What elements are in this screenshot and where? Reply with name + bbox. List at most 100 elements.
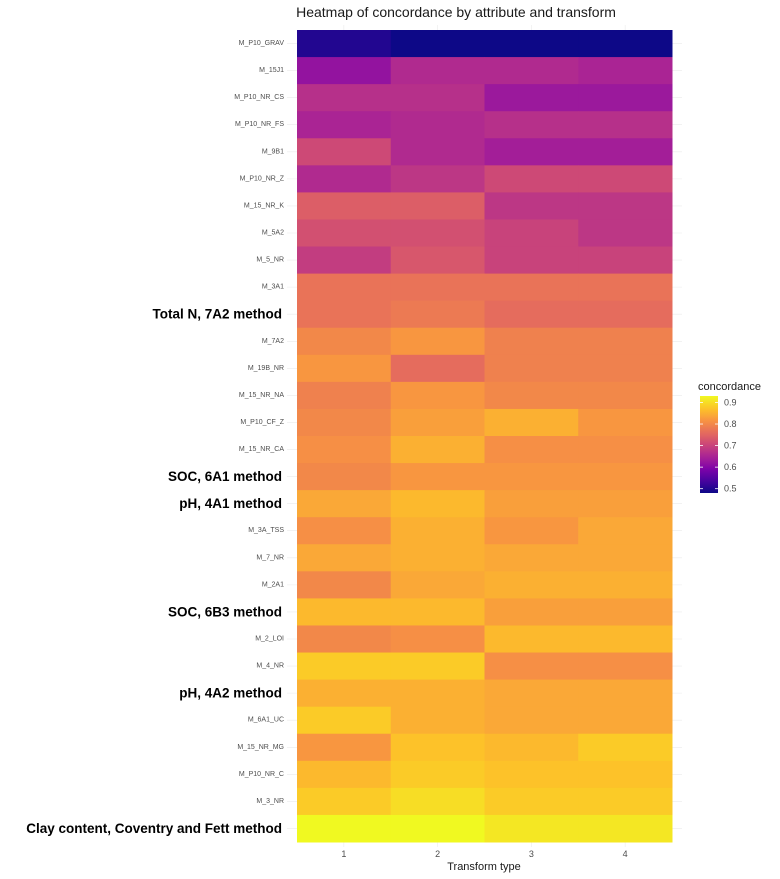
heatmap-cell — [578, 652, 673, 681]
heatmap-cell — [390, 327, 485, 356]
y-tick-label: M_5A2 — [262, 230, 284, 237]
heatmap-cell — [484, 652, 579, 681]
heatmap-cell — [484, 571, 579, 599]
y-tick-label: M_7_NR — [256, 554, 284, 561]
heatmap-cell — [297, 300, 392, 329]
heatmap-cell — [578, 219, 673, 248]
y-tick-label: M_3A1 — [262, 284, 284, 291]
heatmap-cell — [578, 327, 673, 356]
heatmap-cell — [390, 598, 485, 626]
y-tick-label: M_P10_NR_C — [239, 771, 284, 778]
heatmap-cell — [297, 733, 392, 762]
heatmap-cell — [390, 192, 485, 220]
heatmap-cell — [390, 571, 485, 599]
heatmap-cell — [484, 679, 579, 708]
y-tick-label: M_15_NR_NA — [239, 392, 284, 399]
heatmap-cell — [297, 814, 392, 843]
heatmap-cell — [390, 436, 485, 464]
heatmap-cell — [484, 111, 579, 139]
heatmap-cell — [484, 354, 579, 383]
y-tick-label: Clay content, Coventry and Fett method — [26, 821, 282, 836]
heatmap-cell — [297, 490, 392, 518]
heatmap-cell — [390, 57, 485, 85]
heatmap-cell — [484, 57, 579, 85]
heatmap-cell — [297, 598, 392, 626]
colorbar-tick-label: 0.5 — [724, 484, 737, 494]
heatmap-cell — [297, 408, 392, 437]
heatmap-cell — [297, 652, 392, 681]
heatmap-cell — [578, 544, 673, 572]
heatmap-cell — [390, 787, 485, 816]
heatmap-cell — [297, 463, 392, 491]
heatmap-cell — [578, 436, 673, 464]
y-tick-label: M_3_NR — [256, 798, 284, 805]
heatmap-cell — [297, 138, 392, 166]
y-tick-label: M_5_NR — [256, 257, 284, 264]
heatmap-cell — [578, 30, 673, 58]
heatmap-cell — [390, 814, 485, 843]
heatmap-cell — [578, 625, 673, 654]
heatmap-cell — [484, 273, 579, 302]
heatmap-cell — [390, 463, 485, 491]
heatmap-cell — [578, 300, 673, 329]
heatmap-cell — [484, 219, 579, 248]
heatmap-cell — [578, 84, 673, 112]
colorbar-tick-label: 0.8 — [724, 419, 737, 429]
heatmap-cell — [390, 760, 485, 789]
heatmap-cell — [390, 706, 485, 735]
heatmap-cell — [578, 706, 673, 735]
heatmap-cell — [484, 787, 579, 816]
heatmap-cells — [297, 30, 673, 843]
colorbar-ticks: 0.5 0.6 0.7 0.8 0.9 — [700, 397, 737, 494]
heatmap-cell — [578, 273, 673, 302]
heatmap-cell — [578, 381, 673, 410]
heatmap-cell — [390, 625, 485, 654]
heatmap-cell — [484, 165, 579, 193]
x-tick-label: 3 — [529, 849, 534, 859]
heatmap-cell — [578, 814, 673, 843]
heatmap-cell — [297, 84, 392, 112]
heatmap-cell — [297, 760, 392, 789]
heatmap-cell — [484, 706, 579, 735]
heatmap-cell — [578, 138, 673, 166]
y-tick-label: M_15_NR_K — [244, 202, 284, 209]
heatmap-cell — [390, 246, 485, 275]
y-tick-label: pH, 4A1 method — [179, 496, 282, 511]
chart-title: Heatmap of concordance by attribute and … — [296, 4, 616, 20]
heatmap-cell — [578, 598, 673, 626]
heatmap-cell — [578, 111, 673, 139]
y-tick-label: M_P10_NR_CS — [234, 94, 284, 101]
heatmap-cell — [390, 273, 485, 302]
heatmap-cell — [390, 517, 485, 545]
heatmap-cell — [484, 327, 579, 356]
heatmap-cell — [484, 84, 579, 112]
heatmap-cell — [578, 733, 673, 762]
y-tick-label: M_9B1 — [262, 148, 284, 155]
y-tick-label: M_P10_GRAV — [239, 40, 285, 47]
heatmap-cell — [578, 679, 673, 708]
heatmap-cell — [390, 30, 485, 58]
colorbar-tick-label: 0.7 — [724, 441, 737, 451]
heatmap-cell — [390, 84, 485, 112]
heatmap-cell — [297, 625, 392, 654]
heatmap-cell — [297, 679, 392, 708]
heatmap-cell — [390, 733, 485, 762]
colorbar-legend: concordance 0.5 0.6 0.7 0.8 0.9 — [698, 381, 761, 494]
heatmap-cell — [578, 463, 673, 491]
heatmap-cell — [390, 544, 485, 572]
y-tick-label: M_15_NR_CA — [239, 446, 284, 453]
x-axis-title: Transform type — [447, 861, 521, 873]
heatmap-cell — [484, 517, 579, 545]
heatmap-cell — [484, 381, 579, 410]
heatmap-cell — [390, 381, 485, 410]
heatmap-cell — [297, 544, 392, 572]
colorbar-tick-label: 0.9 — [724, 397, 737, 407]
heatmap-cell — [484, 30, 579, 58]
heatmap-cell — [390, 490, 485, 518]
y-tick-label: Total N, 7A2 method — [152, 307, 282, 322]
x-tick-label: 2 — [435, 849, 440, 859]
heatmap-cell — [390, 300, 485, 329]
heatmap-cell — [390, 408, 485, 437]
heatmap-cell — [484, 544, 579, 572]
heatmap-cell — [297, 192, 392, 220]
